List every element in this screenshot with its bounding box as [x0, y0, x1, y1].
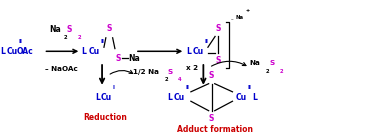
Text: Cu: Cu — [100, 93, 112, 102]
Text: S: S — [167, 69, 173, 75]
Text: L: L — [82, 47, 86, 56]
Text: 2: 2 — [64, 35, 67, 40]
Text: Na: Na — [250, 60, 260, 66]
Text: II: II — [205, 39, 209, 44]
Text: Cu: Cu — [88, 47, 99, 56]
Text: –: – — [231, 18, 234, 23]
Text: Na: Na — [235, 15, 243, 20]
Text: Na: Na — [128, 54, 140, 63]
Text: II: II — [186, 85, 190, 90]
Text: 1/2 Na: 1/2 Na — [133, 69, 158, 75]
Text: L: L — [95, 93, 100, 102]
Text: Cu: Cu — [173, 93, 184, 102]
Text: Cu: Cu — [235, 93, 246, 102]
Text: 2: 2 — [164, 77, 168, 82]
Text: S: S — [115, 54, 121, 63]
Text: L: L — [167, 93, 172, 102]
Text: I: I — [112, 85, 115, 90]
Text: 2: 2 — [280, 69, 284, 74]
Text: x 2: x 2 — [186, 65, 198, 70]
Text: S: S — [209, 71, 214, 80]
Text: L: L — [0, 47, 5, 56]
Text: 2: 2 — [77, 35, 81, 40]
Text: +: + — [246, 8, 250, 13]
Text: S: S — [209, 114, 214, 123]
Text: 4: 4 — [178, 77, 181, 82]
Text: S: S — [215, 56, 220, 65]
Text: S: S — [106, 24, 112, 33]
Text: II: II — [101, 39, 104, 44]
Text: L: L — [253, 93, 257, 102]
Text: S: S — [67, 25, 72, 34]
Text: II: II — [18, 39, 22, 44]
Text: OAc: OAc — [17, 47, 33, 56]
Text: Cu: Cu — [6, 47, 17, 56]
Text: – NaOAc: – NaOAc — [45, 66, 78, 72]
Text: Reduction: Reduction — [83, 113, 127, 122]
Text: S: S — [269, 60, 274, 66]
Text: 2: 2 — [265, 69, 269, 74]
Text: Adduct formation: Adduct formation — [177, 125, 254, 134]
Text: II: II — [248, 85, 252, 90]
Text: Cu: Cu — [192, 47, 204, 56]
Text: L: L — [186, 47, 191, 56]
Text: Na: Na — [50, 25, 62, 34]
Text: S: S — [215, 24, 220, 33]
